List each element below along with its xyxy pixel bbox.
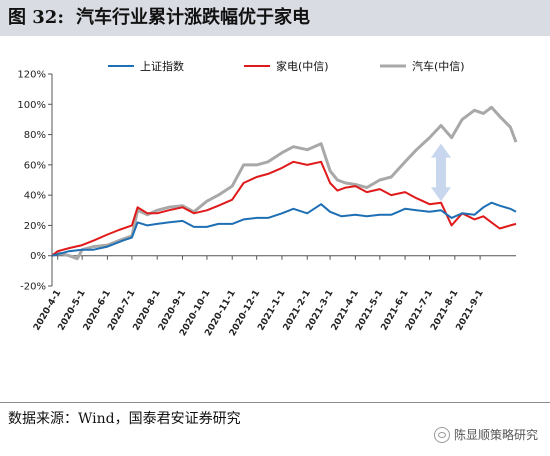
- figure-title: 汽车行业累计涨跌幅优于家电: [75, 7, 310, 28]
- source-note: 数据来源：Wind，国泰君安证券研究: [8, 411, 241, 427]
- series-line-3: [51, 105, 518, 261]
- figure-number: 图 32:: [8, 7, 64, 28]
- y-tick-label: -20%: [20, 282, 46, 293]
- series-line-1: [51, 201, 517, 257]
- y-tick-label: 120%: [17, 70, 46, 81]
- y-tick-label: 0%: [30, 251, 46, 262]
- y-tick-label: 100%: [17, 100, 46, 111]
- y-tick-label: 80%: [24, 130, 46, 141]
- legend-label: 上证指数: [140, 59, 184, 73]
- watermark: 陈显顺策略研究: [433, 426, 538, 443]
- figure-title-bar: 图 32: 汽车行业累计涨跌幅优于家电: [0, 0, 550, 36]
- y-tick-label: 60%: [24, 160, 46, 171]
- footer-divider: [0, 402, 550, 403]
- series-line-2: [51, 160, 517, 257]
- watermark-label: 陈显顺策略研究: [453, 428, 538, 442]
- wechat-icon: [433, 426, 450, 443]
- legend-label: 汽车(中信): [412, 59, 465, 73]
- y-tick-label: 20%: [24, 221, 46, 232]
- double-arrow-annotation: [430, 143, 451, 202]
- legend-label: 家电(中信): [276, 59, 329, 73]
- line-chart: -20%0%20%40%60%80%100%120%2020-4-12020-5…: [17, 59, 518, 338]
- y-tick-label: 40%: [24, 191, 46, 202]
